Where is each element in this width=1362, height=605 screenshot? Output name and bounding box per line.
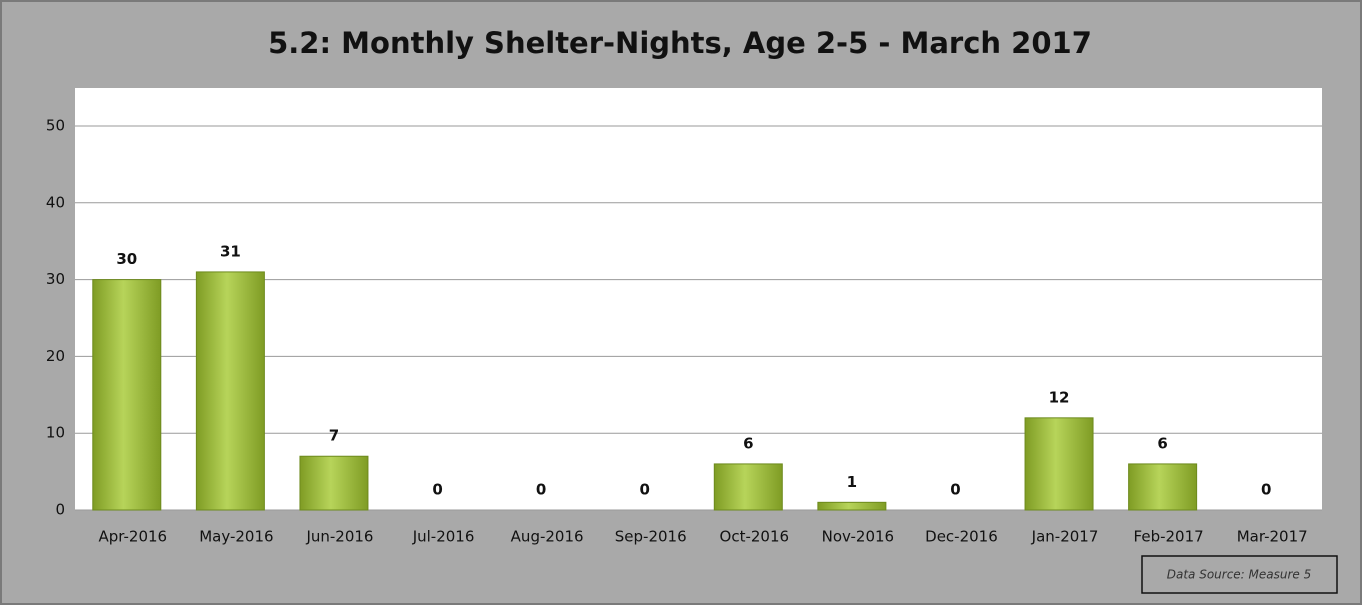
data-label: 0	[639, 481, 649, 499]
y-tick-label: 0	[55, 501, 65, 519]
data-label: 0	[950, 481, 960, 499]
annotation: Data Source: Measure 5	[1167, 568, 1312, 582]
bar	[713, 463, 783, 511]
y-tick-label: 20	[46, 347, 65, 365]
y-tick-label: 40	[46, 193, 65, 211]
y-tick-label: 10	[46, 424, 65, 442]
chart-title: 5.2: Monthly Shelter-Nights, Age 2-5 - M…	[268, 26, 1092, 60]
data-label: 0	[1261, 481, 1271, 499]
plot-area	[75, 88, 1322, 510]
bar	[195, 271, 265, 511]
bar	[1128, 463, 1198, 511]
data-label: 30	[116, 250, 137, 268]
x-tick-label: Nov-2016	[822, 528, 894, 546]
annotation-box	[1141, 555, 1338, 594]
data-label: 6	[743, 434, 753, 452]
bar	[92, 279, 162, 511]
data-label: 0	[432, 481, 442, 499]
x-tick-label: Dec-2016	[925, 528, 998, 546]
bar	[817, 501, 887, 511]
data-label: 6	[1157, 434, 1167, 452]
x-tick-label: Oct-2016	[720, 528, 790, 546]
x-tick-label: Aug-2016	[511, 528, 584, 546]
data-label: 12	[1049, 388, 1070, 406]
x-tick-label: May-2016	[199, 528, 273, 546]
bar	[1024, 417, 1094, 511]
x-tick-label: Sep-2016	[615, 528, 687, 546]
y-tick-label: 30	[46, 270, 65, 288]
bar	[299, 455, 369, 511]
x-tick-label: Apr-2016	[99, 528, 168, 546]
data-label: 0	[536, 481, 546, 499]
data-label: 7	[329, 427, 339, 445]
x-tick-label: Mar-2017	[1237, 528, 1308, 546]
x-tick-label: Jan-2017	[1031, 528, 1099, 546]
data-label: 1	[847, 473, 857, 491]
x-tick-label: Jul-2016	[412, 528, 475, 546]
x-tick-label: Jun-2016	[305, 528, 373, 546]
x-tick-label: Feb-2017	[1134, 528, 1204, 546]
data-label: 31	[220, 242, 241, 260]
y-tick-label: 50	[46, 117, 65, 135]
